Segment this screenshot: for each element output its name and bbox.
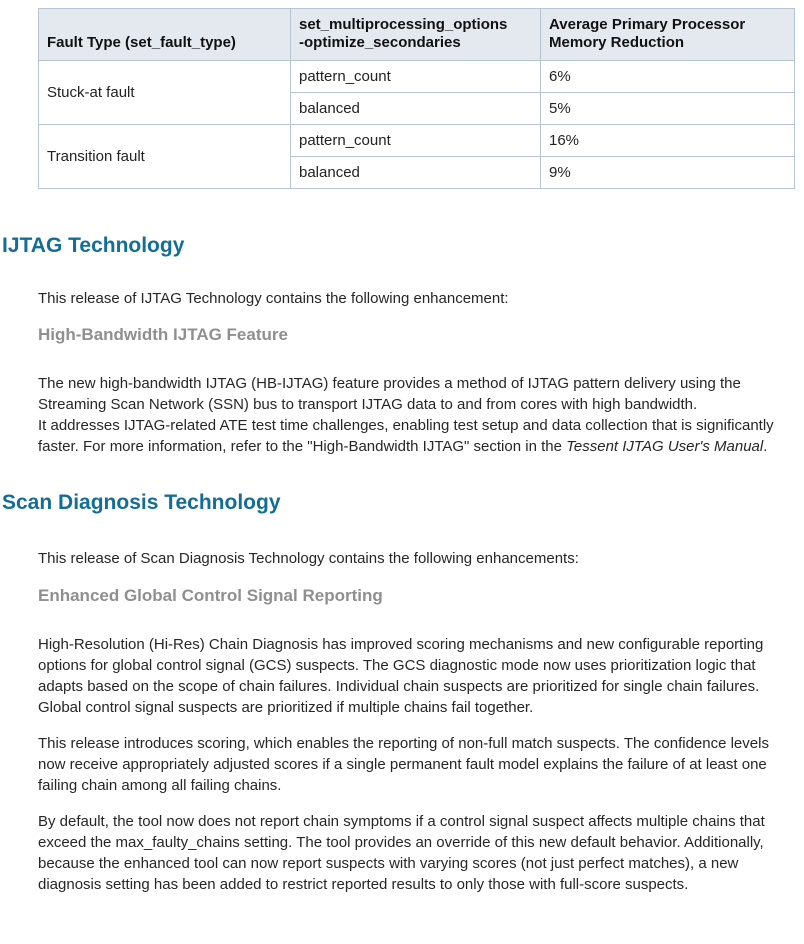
cell-fault-type-transition: Transition fault <box>38 124 291 189</box>
table-row: balanced 9% <box>39 156 795 189</box>
section-intro-ijtag: This release of IJTAG Technology contain… <box>38 290 509 307</box>
col-header-memory-reduction: Average Primary Processor Memory Reducti… <box>540 8 795 61</box>
cell-option: balanced <box>290 92 541 125</box>
cell-option: pattern_count <box>290 124 541 157</box>
cell-reduction: 9% <box>540 156 795 189</box>
paragraph-text-end: . <box>763 438 768 455</box>
table-row: Stuck-at fault pattern_count 6% <box>38 60 795 125</box>
cell-option: pattern_count <box>290 60 541 93</box>
paragraph-default-behavior: By default, the tool now does not report… <box>38 813 765 893</box>
cell-reduction: 16% <box>540 124 795 157</box>
section-title-scan-diagnosis: Scan Diagnosis Technology <box>2 491 281 514</box>
cell-reduction: 5% <box>540 92 795 125</box>
col-header-multiprocessing-options: set_multiprocessing_options -optimize_se… <box>290 8 541 61</box>
table-row: Transition fault pattern_count 16% <box>38 124 795 189</box>
col-header-fault-type: Fault Type (set_fault_type) <box>38 8 291 61</box>
table-row: balanced 5% <box>39 92 795 125</box>
subsection-title-high-bandwidth-ijtag: High-Bandwidth IJTAG Feature <box>38 325 288 344</box>
paragraph-scoring: This release introduces scoring, which e… <box>38 735 769 794</box>
section-intro-scan-diagnosis: This release of Scan Diagnosis Technolog… <box>38 550 579 567</box>
table-header-row: Fault Type (set_fault_type) set_multipro… <box>38 8 795 61</box>
subsection-title-enhanced-gcs-reporting: Enhanced Global Control Signal Reporting <box>38 586 383 605</box>
fault-memory-reduction-table: Fault Type (set_fault_type) set_multipro… <box>38 8 795 189</box>
cell-reduction: 6% <box>540 60 795 93</box>
paragraph-high-bandwidth-ijtag: The new high-bandwidth IJTAG (HB-IJTAG) … <box>38 373 795 457</box>
table-header: Fault Type (set_fault_type) set_multipro… <box>38 8 795 61</box>
table-body: Stuck-at fault pattern_count 6% balanced… <box>38 60 795 189</box>
manual-title-italic: Tessent IJTAG User's Manual <box>566 438 764 455</box>
paragraph-hi-res-chain-diagnosis: High-Resolution (Hi-Res) Chain Diagnosis… <box>38 636 764 716</box>
cell-fault-type-stuck-at: Stuck-at fault <box>38 60 291 125</box>
cell-option: balanced <box>290 156 541 189</box>
section-title-ijtag-technology: IJTAG Technology <box>2 234 185 257</box>
paragraph-text: The new high-bandwidth IJTAG (HB-IJTAG) … <box>38 375 774 455</box>
